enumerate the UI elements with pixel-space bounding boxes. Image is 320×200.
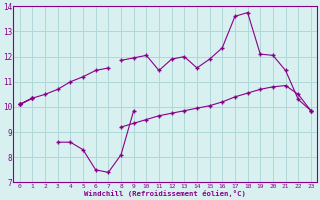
X-axis label: Windchill (Refroidissement éolien,°C): Windchill (Refroidissement éolien,°C) [84,190,246,197]
